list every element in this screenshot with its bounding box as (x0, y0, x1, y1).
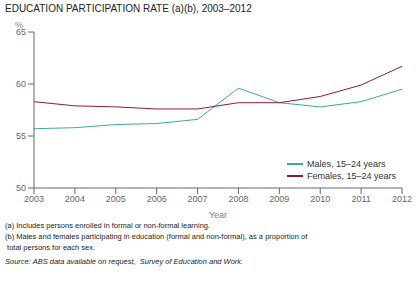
svg-text:2011: 2011 (351, 194, 370, 204)
html-text:(b) Males and females particip: (b) Males and females participating in e… (5, 232, 308, 241)
svg-text:50: 50 (16, 183, 26, 193)
svg-text:2003: 2003 (24, 194, 44, 204)
svg-text:2010: 2010 (310, 194, 330, 204)
html-text:Females, 15–24 years: Females, 15–24 years (307, 171, 396, 181)
svg-text:60: 60 (16, 79, 26, 89)
svg-text:2006: 2006 (147, 194, 167, 204)
svg-text:65: 65 (16, 27, 26, 38)
svg-text:2007: 2007 (188, 194, 208, 204)
html-text:EDUCATION PARTICIPATION RATE (: EDUCATION PARTICIPATION RATE (a)(b), 200… (5, 3, 252, 14)
svg-text:55: 55 (16, 131, 26, 141)
svg-text:2012: 2012 (392, 194, 408, 204)
svg-text:Year: Year (209, 210, 227, 218)
svg-text:2004: 2004 (65, 194, 85, 204)
svg-text:%: % (15, 20, 23, 30)
html-text:Source: ABS data available on: Source: ABS data available on request, S… (5, 257, 244, 266)
html-text:total persons for each sex.: total persons for each sex. (5, 243, 96, 252)
svg-text:2005: 2005 (106, 194, 126, 204)
svg-text:2009: 2009 (269, 194, 289, 204)
html-text:(a) Includes persons enrolled: (a) Includes persons enrolled in formal … (5, 221, 211, 230)
html-text:Males, 15–24 years: Males, 15–24 years (307, 159, 386, 169)
svg-text:2008: 2008 (228, 194, 248, 204)
